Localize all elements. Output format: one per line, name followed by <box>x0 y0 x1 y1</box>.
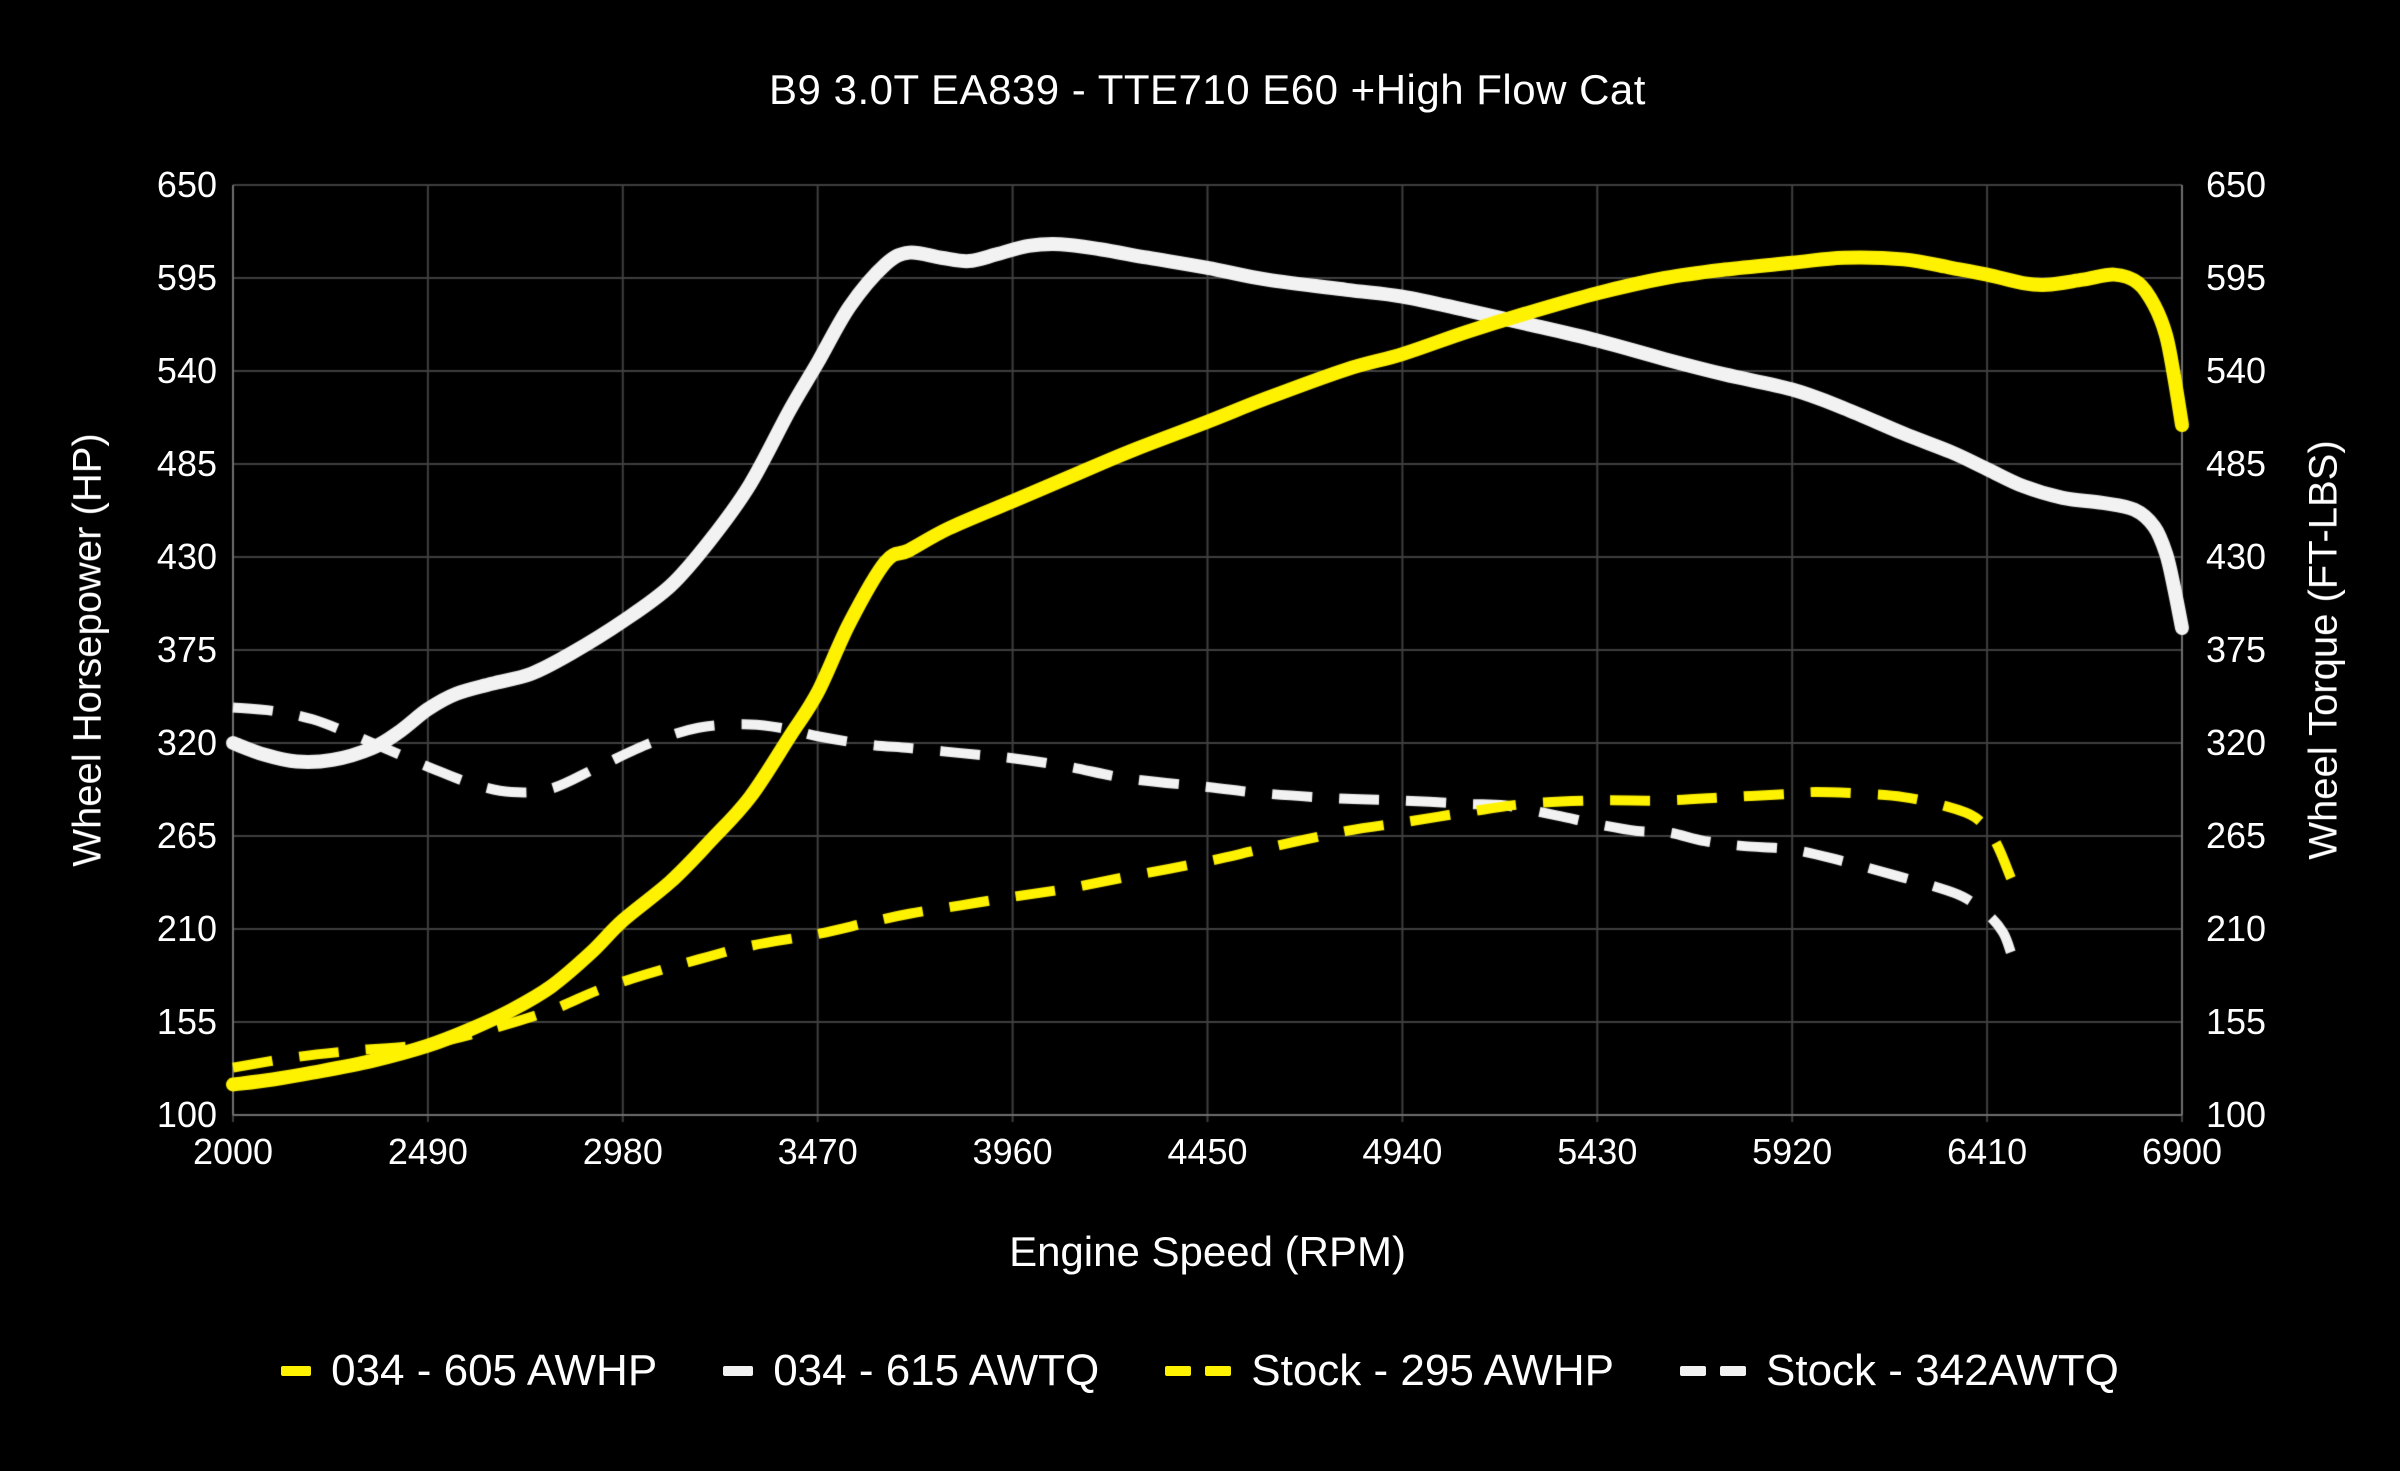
legend-dash <box>1205 1366 1232 1376</box>
solid-yellow-line-icon <box>281 1366 312 1376</box>
legend-dash <box>1720 1366 1746 1376</box>
y-tick-label-left: 100 <box>156 1094 217 1135</box>
y-tick-label-left: 375 <box>156 629 217 670</box>
x-axis-title: Engine Speed (RPM) <box>1009 1228 1406 1275</box>
y-tick-label-right: 210 <box>2206 908 2267 949</box>
y-tick-label-left: 430 <box>156 536 217 577</box>
x-tick-label: 2000 <box>192 1131 274 1172</box>
y-tick-label-left: 650 <box>156 164 217 205</box>
x-tick-label: 6900 <box>2141 1131 2223 1172</box>
y-tick-label-left: 540 <box>156 350 217 391</box>
y-tick-label-right: 650 <box>2206 164 2267 205</box>
legend-dash <box>1680 1366 1706 1376</box>
y-tick-label-left: 485 <box>156 443 217 484</box>
y-tick-label-left: 320 <box>156 722 217 763</box>
legend-dash <box>281 1366 312 1376</box>
legend-label: 034 - 605 AWHP <box>331 1346 658 1395</box>
y-tick-label-left: 595 <box>156 257 217 298</box>
y-tick-label-left: 265 <box>156 815 217 856</box>
legend-label: Stock - 295 AWHP <box>1251 1346 1614 1395</box>
legend-item: Stock - 342AWTQ <box>1680 1346 2119 1396</box>
x-tick-label: 5430 <box>1557 1131 1638 1172</box>
solid-white-line-icon <box>723 1366 754 1376</box>
x-tick-label: 2980 <box>582 1131 663 1172</box>
y-tick-label-right: 540 <box>2206 350 2267 391</box>
y-tick-label-right: 265 <box>2206 815 2267 856</box>
legend-item: Stock - 295 AWHP <box>1165 1346 1614 1396</box>
x-tick-label: 3960 <box>972 1131 1053 1172</box>
legend-label: 034 - 615 AWTQ <box>773 1346 1100 1395</box>
dashed-white-line-icon <box>1680 1366 1746 1376</box>
x-tick-label: 4450 <box>1167 1131 1248 1172</box>
y-axis-title-right: Wheel Torque (FT-LBS) <box>2301 440 2346 860</box>
y-tick-label-right: 100 <box>2206 1094 2267 1135</box>
x-tick-label: 2490 <box>387 1131 468 1172</box>
legend-item: 034 - 615 AWTQ <box>723 1346 1099 1396</box>
x-tick-label: 3470 <box>777 1131 858 1172</box>
y-tick-label-right: 320 <box>2206 722 2267 763</box>
y-axis-title-left: Wheel Horsepower (HP) <box>65 433 110 867</box>
chart-legend: 034 - 605 AWHP 034 - 615 AWTQ Stock - 29… <box>0 1346 2400 1396</box>
legend-item: 034 - 605 AWHP <box>281 1346 657 1396</box>
x-tick-label: 6410 <box>1947 1131 2028 1172</box>
x-tick-label: 4940 <box>1362 1131 1443 1172</box>
y-tick-label-right: 375 <box>2206 629 2267 670</box>
y-tick-label-left: 155 <box>156 1001 217 1042</box>
legend-label: Stock - 342AWTQ <box>1766 1346 2119 1395</box>
y-tick-label-right: 595 <box>2206 257 2267 298</box>
y-tick-label-right: 155 <box>2206 1001 2267 1042</box>
y-tick-label-right: 430 <box>2206 536 2267 577</box>
dashed-yellow-line-icon <box>1165 1366 1232 1376</box>
legend-dash <box>1165 1366 1192 1376</box>
legend-dash <box>723 1366 754 1376</box>
chart-title: B9 3.0T EA839 - TTE710 E60 +High Flow Ca… <box>769 66 1646 113</box>
y-tick-label-left: 210 <box>156 908 217 949</box>
y-tick-label-right: 485 <box>2206 443 2267 484</box>
x-tick-label: 5920 <box>1752 1131 1833 1172</box>
